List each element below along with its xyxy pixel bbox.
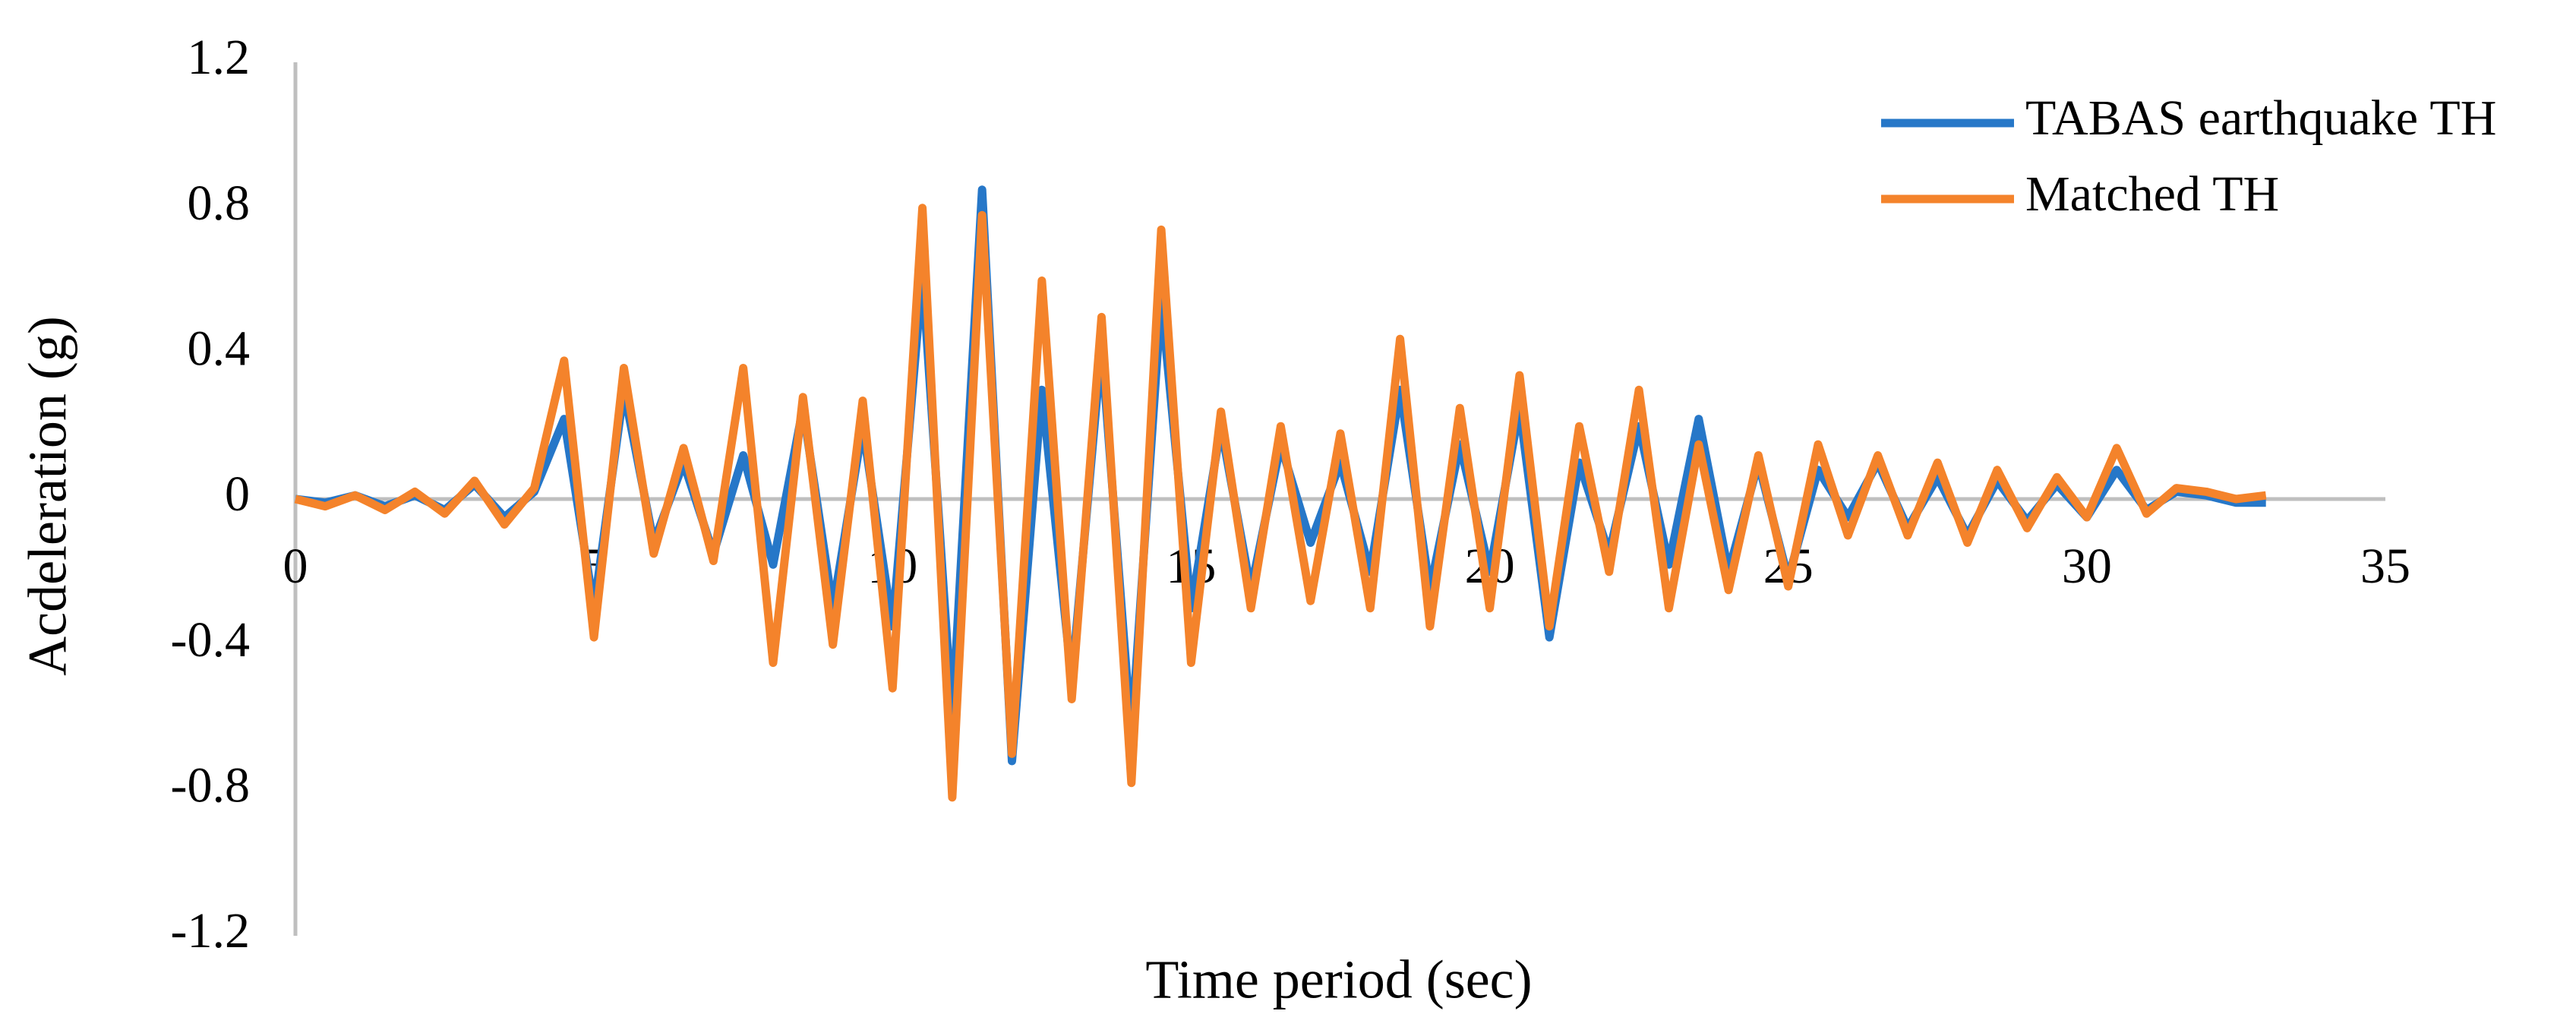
x-axis-label: Time period (sec) bbox=[1145, 949, 1532, 1010]
y-tick-label: 0.8 bbox=[188, 175, 251, 231]
y-tick-label: 0 bbox=[225, 466, 250, 522]
series-line bbox=[295, 185, 2266, 766]
x-tick-label: 35 bbox=[2360, 539, 2410, 594]
x-tick-label: 0 bbox=[283, 539, 308, 594]
series-line bbox=[294, 204, 2267, 802]
y-axis-label: Acdeleration (g) bbox=[17, 316, 78, 676]
y-tick-label: -0.8 bbox=[171, 757, 250, 813]
y-tick-label: 1.2 bbox=[188, 30, 251, 85]
legend-label: TABAS earthquake TH bbox=[2025, 90, 2496, 146]
y-tick-label: -0.4 bbox=[171, 612, 250, 668]
y-tick-label: -1.2 bbox=[171, 903, 250, 959]
legend-label: Matched TH bbox=[2025, 166, 2279, 222]
x-tick-label: 30 bbox=[2062, 539, 2112, 594]
y-tick-label: 0.4 bbox=[188, 321, 251, 376]
